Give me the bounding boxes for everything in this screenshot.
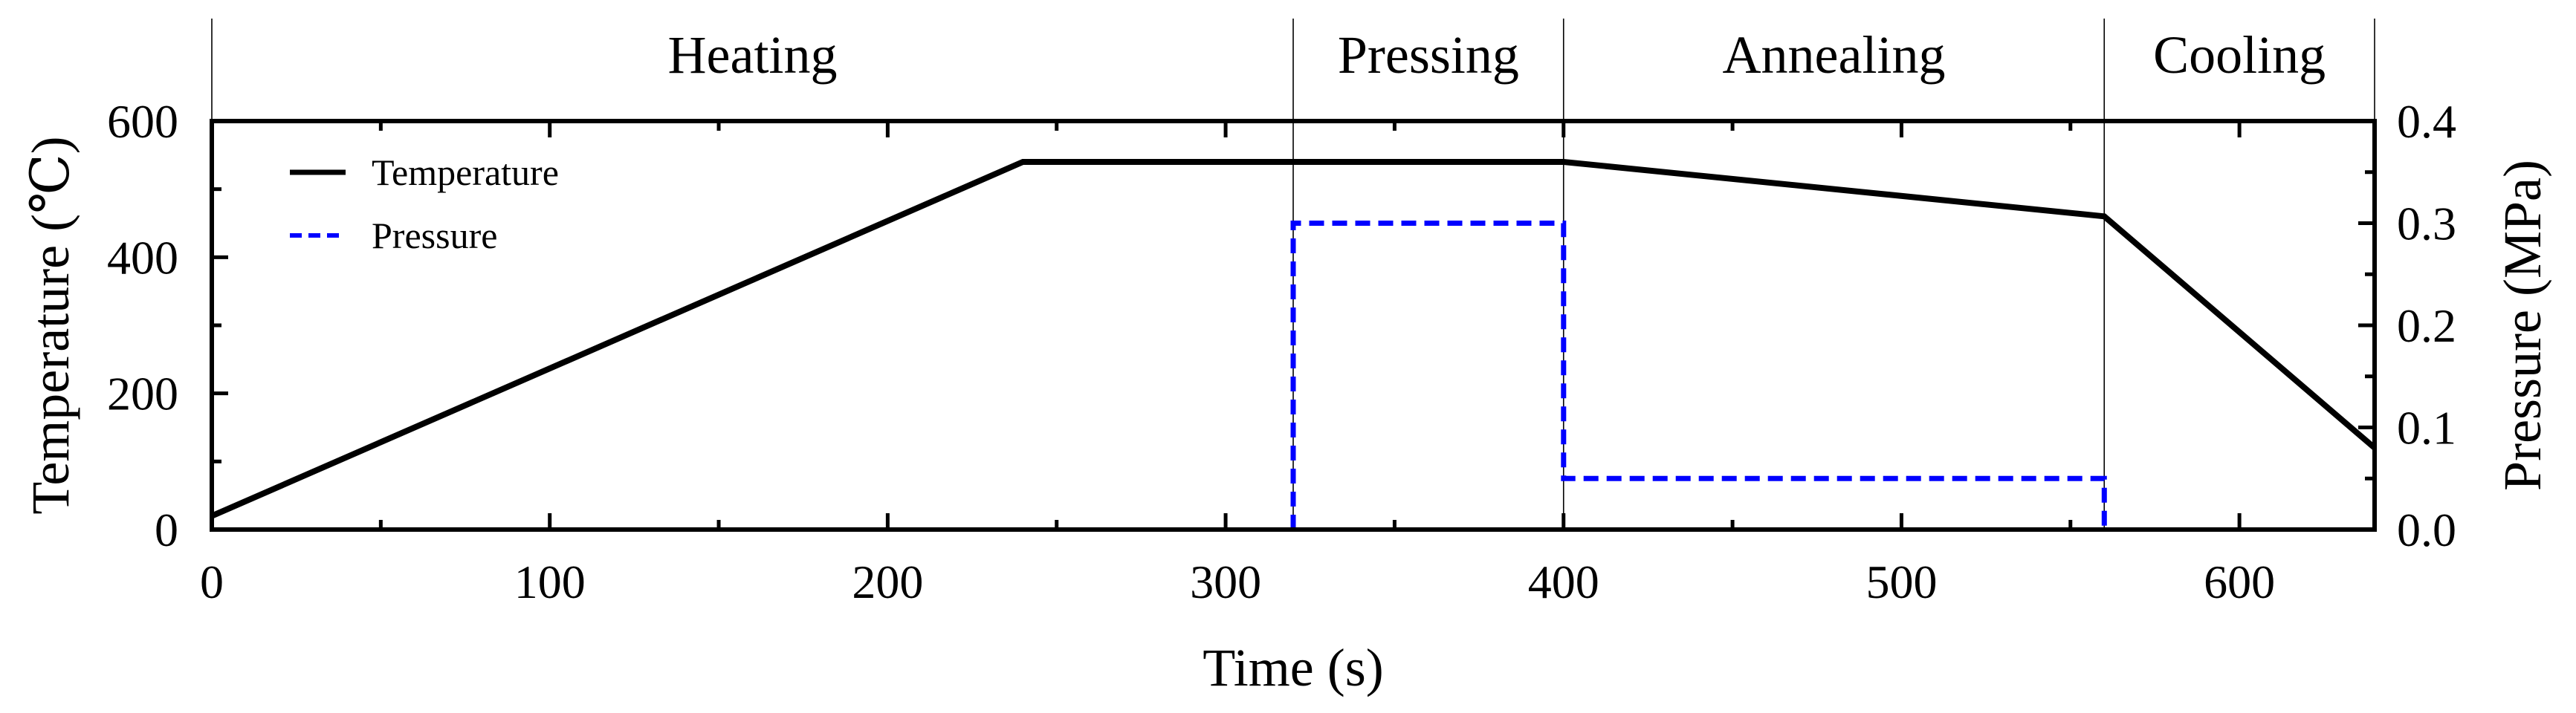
y-left-tick-label: 0 [155,504,178,556]
y-right-tick-label: 0.3 [2397,198,2456,250]
y-left-tick-label: 200 [107,368,178,420]
legend: Temperature Pressure [290,152,559,256]
x-tick-label: 300 [1190,556,1261,608]
y-left-tick-label: 600 [107,95,178,148]
y-right-tick-label: 0.2 [2397,299,2456,352]
legend-label-temperature: Temperature [372,152,559,193]
phase-label-heating: Heating [668,25,838,85]
series-line-pressure [1290,221,2107,530]
y-right-axis-title: Pressure (MPa) [2493,160,2552,491]
phase-label-cooling: Cooling [2153,25,2326,85]
x-tick-label: 400 [1528,556,1599,608]
phase-label-annealing: Annealing [1723,25,1946,85]
axes-layer: 0 100 200 300 400 500 600 0 200 400 600 0.0 0.1 0.2 0.… [21,95,2552,697]
y-left-tick-label: 400 [107,231,178,284]
y-right-tick-label: 0.4 [2397,95,2456,148]
phase-band-layer: Heating Pressing Annealing Cooling [211,19,2375,530]
x-axis-title: Time (s) [1203,638,1383,697]
x-tick-label: 500 [1865,556,1937,608]
x-tick-label: 200 [852,556,923,608]
phase-label-pressing: Pressing [1338,25,1519,85]
y-right-tick-label: 0.1 [2397,402,2456,455]
x-tick-label: 600 [2204,556,2275,608]
x-tick-label: 0 [200,556,224,608]
y-right-tick-label: 0.0 [2397,504,2456,556]
legend-label-pressure: Pressure [372,215,497,256]
y-left-axis-title: Temperature (℃) [21,136,80,514]
series-layer [210,159,2377,530]
series-line-temperature [210,159,2377,519]
x-tick-label: 100 [514,556,586,608]
